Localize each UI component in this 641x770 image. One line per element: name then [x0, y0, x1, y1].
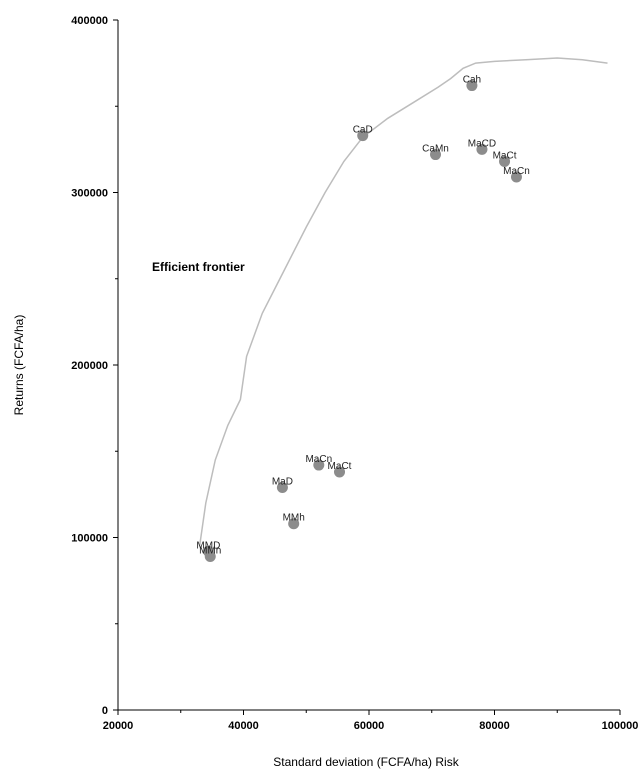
- y-tick-label: 200000: [71, 360, 108, 372]
- data-point: MMh: [283, 513, 305, 530]
- x-axis-title: Standard deviation (FCFA/ha) Risk: [273, 755, 459, 769]
- y-tick-label: 0: [102, 705, 108, 717]
- y-tick-label: 100000: [71, 533, 108, 545]
- data-point: Cah: [463, 75, 481, 92]
- data-point: MaCn: [503, 166, 530, 183]
- point-label: MaCt: [328, 461, 352, 472]
- data-point: CaD: [353, 125, 373, 142]
- x-tick-label: 100000: [602, 720, 639, 732]
- y-axis-title: Returns (FCFA/ha): [12, 315, 26, 416]
- y-tick-label: 400000: [71, 15, 108, 27]
- efficient-frontier-line: [200, 58, 608, 546]
- point-label: MaCt: [493, 150, 517, 161]
- point-label: MaCn: [503, 166, 530, 177]
- point-label: MMn: [199, 545, 221, 556]
- point-label: MMh: [283, 513, 305, 524]
- point-label: CaD: [353, 125, 373, 136]
- x-axis-ticks: 20000 40000 60000 80000 100000: [103, 710, 639, 732]
- y-axis-ticks: 0 100000 200000 300000 400000: [71, 15, 118, 717]
- x-tick-label: 60000: [354, 720, 385, 732]
- efficient-frontier-label: Efficient frontier: [152, 260, 245, 274]
- point-label: CaMn: [422, 144, 449, 155]
- data-points: MMDMMnMaDMMhMaCnMaCtCaDCaMnCahMaCDMaCtMa…: [196, 75, 529, 562]
- x-tick-label: 20000: [103, 720, 134, 732]
- data-point: MMn: [199, 545, 221, 562]
- point-label: Cah: [463, 75, 481, 86]
- x-tick-label: 80000: [479, 720, 510, 732]
- point-label: MaD: [272, 476, 293, 487]
- point-label: MaCD: [468, 138, 496, 149]
- x-tick-label: 40000: [228, 720, 259, 732]
- data-point: CaMn: [422, 144, 449, 161]
- data-point: MaD: [272, 476, 293, 493]
- data-point: MaCt: [493, 150, 517, 167]
- y-tick-label: 300000: [71, 188, 108, 200]
- data-point: MaCt: [328, 461, 352, 478]
